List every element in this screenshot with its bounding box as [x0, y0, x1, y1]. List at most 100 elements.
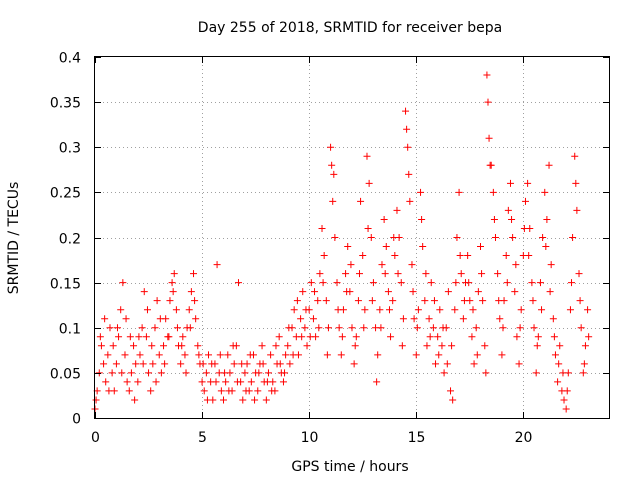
data-point: [135, 333, 143, 341]
data-point: [319, 279, 327, 287]
data-point: [246, 351, 254, 359]
data-point: [192, 315, 200, 323]
data-point: [404, 143, 412, 151]
data-point: [127, 369, 135, 377]
data-point: [539, 234, 547, 241]
data-point: [108, 369, 116, 377]
data-point: [169, 288, 177, 296]
data-point: [573, 206, 581, 214]
data-point: [508, 215, 516, 223]
data-point: [268, 387, 276, 395]
data-point: [241, 369, 249, 377]
data-point: [389, 297, 397, 305]
data-point: [477, 243, 484, 251]
data-point: [100, 360, 108, 368]
data-point: [109, 342, 117, 350]
data-point: [448, 342, 456, 350]
data-point: [393, 206, 401, 214]
data-point: [177, 360, 185, 368]
data-point: [348, 324, 356, 332]
data-point: [376, 306, 384, 314]
data-point: [542, 243, 550, 251]
data-point: [359, 252, 367, 260]
y-tick-label: 0.05: [50, 367, 81, 383]
data-point: [364, 224, 372, 232]
data-point: [311, 288, 319, 296]
data-point: [166, 297, 174, 305]
data-point: [147, 387, 155, 395]
data-point: [258, 342, 266, 350]
data-point: [337, 351, 345, 359]
data-point: [198, 378, 206, 386]
data-point: [343, 288, 351, 296]
x-tick-label: 5: [198, 430, 207, 446]
data-point: [444, 288, 452, 296]
data-point: [474, 288, 482, 296]
data-point: [221, 369, 229, 377]
data-point: [307, 279, 315, 287]
x-tick-label: 10: [301, 430, 319, 446]
data-point: [577, 324, 585, 332]
data-point: [418, 215, 426, 223]
data-point: [581, 342, 589, 350]
data-point: [102, 378, 110, 386]
data-point: [387, 333, 395, 341]
data-point: [406, 197, 414, 205]
data-point: [157, 369, 165, 377]
data-point: [97, 342, 105, 350]
data-point: [520, 224, 528, 232]
data-point: [200, 387, 208, 395]
data-point: [354, 297, 362, 305]
data-point: [101, 315, 109, 323]
data-point: [585, 333, 593, 341]
data-point: [138, 324, 146, 332]
data-point: [543, 215, 551, 223]
data-point: [422, 270, 430, 278]
data-point: [333, 279, 341, 287]
data-point: [272, 342, 280, 350]
data-point: [225, 387, 233, 395]
data-point: [571, 152, 579, 160]
data-point: [470, 360, 478, 368]
data-point: [580, 360, 588, 368]
data-point: [303, 342, 311, 350]
data-point: [538, 306, 546, 314]
data-point: [405, 170, 413, 178]
data-point: [579, 369, 587, 377]
data-point: [440, 369, 448, 377]
data-point: [220, 396, 227, 404]
x-tick-label: 0: [91, 430, 100, 446]
data-point: [528, 279, 536, 287]
data-point: [447, 387, 455, 395]
data-point: [547, 261, 555, 269]
data-point: [434, 333, 442, 341]
data-point: [92, 396, 100, 404]
data-point: [139, 360, 147, 368]
data-point: [286, 360, 294, 368]
data-point: [550, 333, 558, 341]
data-point: [276, 360, 284, 368]
data-point: [342, 270, 350, 278]
data-point: [199, 360, 207, 368]
data-point: [529, 297, 537, 305]
data-point: [289, 351, 297, 359]
data-point: [212, 378, 220, 386]
data-point: [181, 351, 189, 359]
data-point: [449, 396, 457, 404]
data-point: [456, 252, 464, 260]
data-point: [403, 125, 411, 133]
data-point: [309, 315, 317, 323]
data-point: [472, 324, 480, 332]
data-point: [380, 215, 388, 223]
data-point: [483, 71, 491, 79]
data-point: [152, 378, 160, 386]
data-point: [554, 378, 562, 386]
data-point: [460, 297, 468, 305]
data-point: [439, 324, 447, 332]
data-point: [499, 324, 507, 332]
data-point: [267, 351, 275, 359]
data-point: [482, 369, 490, 377]
data-point: [132, 360, 140, 368]
y-tick-label: 0.1: [59, 322, 81, 338]
data-point: [247, 378, 255, 386]
